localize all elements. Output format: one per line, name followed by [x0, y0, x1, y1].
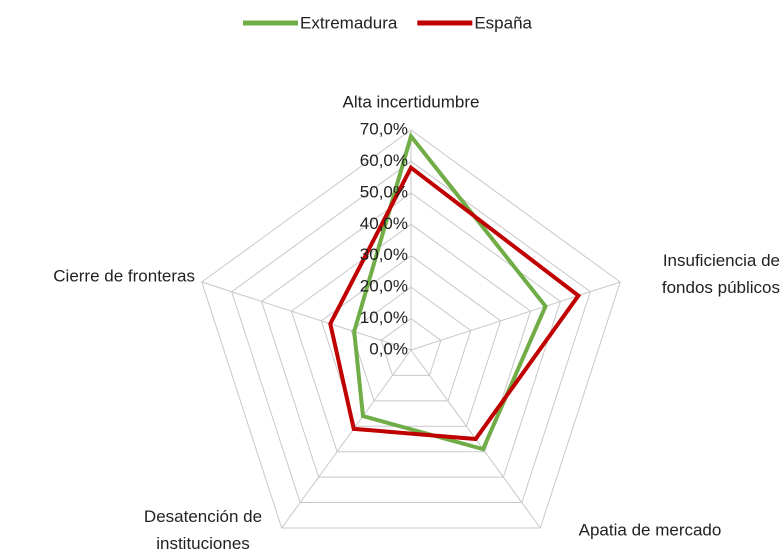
category-label: Apatia de mercado: [579, 520, 722, 539]
category-label: Desatención de instituciones: [144, 507, 262, 553]
grid-ring: [201, 129, 621, 529]
series-line: [328, 164, 582, 442]
r-tick-label: 30,0%: [360, 245, 408, 264]
r-tick-label: 70,0%: [360, 119, 408, 138]
grid-ring: [290, 223, 532, 453]
axis-spoke: [410, 281, 621, 351]
grid-ring: [350, 286, 472, 402]
legend-label: Extremadura: [300, 13, 398, 32]
category-label: Insuficiencia de fondos públicos: [662, 251, 780, 297]
r-tick-label: 20,0%: [360, 277, 408, 296]
r-tick-label: 60,0%: [360, 151, 408, 170]
r-tick-label: 40,0%: [360, 214, 408, 233]
r-tick-label: 0,0%: [369, 339, 408, 358]
r-tick-label: 50,0%: [360, 182, 408, 201]
category-label: Alta incertidumbre: [342, 92, 479, 111]
grid-ring: [380, 317, 442, 376]
category-label: Cierre de fronteras: [53, 266, 195, 285]
r-tick-label: 10,0%: [360, 308, 408, 327]
grid-ring: [231, 160, 591, 504]
legend-label: España: [474, 13, 532, 32]
axis-spoke: [281, 349, 412, 529]
axis-spoke: [201, 281, 412, 351]
grid-ring: [260, 192, 562, 478]
